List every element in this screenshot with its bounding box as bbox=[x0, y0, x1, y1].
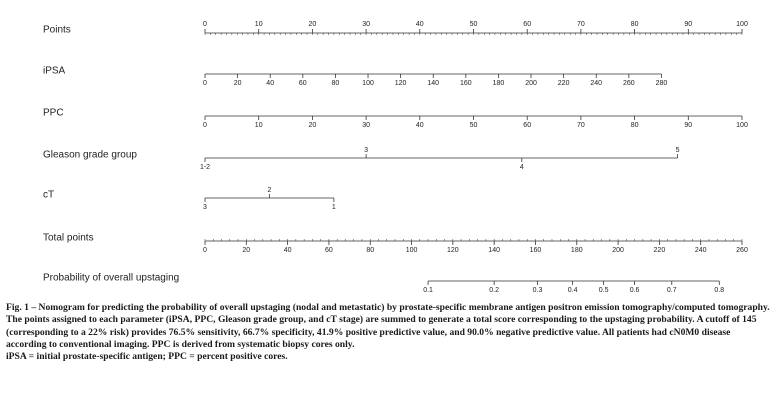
tick-label: 60 bbox=[523, 122, 531, 129]
tick-label: 20 bbox=[242, 247, 250, 254]
row-label: Points bbox=[43, 25, 71, 36]
row-label: iPSA bbox=[43, 66, 66, 77]
tick-label: 200 bbox=[612, 247, 624, 254]
tick-label: 180 bbox=[493, 80, 505, 87]
tick-label: 260 bbox=[623, 80, 635, 87]
row-label: Probability of overall upstaging bbox=[43, 273, 179, 284]
tick-label: 50 bbox=[470, 21, 478, 28]
tick-label: 0.6 bbox=[630, 287, 640, 294]
tick-label: 30 bbox=[362, 122, 370, 129]
row-points: Points 0 10 20 30 40 50 60 70 80 90 100 bbox=[43, 21, 748, 36]
category-label: 1 bbox=[332, 204, 336, 211]
tick-label: 240 bbox=[590, 80, 602, 87]
tick-label: 0 bbox=[203, 247, 207, 254]
row-ct: cT 3 2 1 bbox=[43, 187, 336, 211]
tick-label: 0 bbox=[203, 21, 207, 28]
tick-label: 40 bbox=[266, 80, 274, 87]
tick-label: 90 bbox=[684, 21, 692, 28]
tick-label: 70 bbox=[577, 122, 585, 129]
tick-label: 0.8 bbox=[714, 287, 724, 294]
tick-label: 60 bbox=[325, 247, 333, 254]
tick-label: 60 bbox=[299, 80, 307, 87]
tick-label: 80 bbox=[631, 21, 639, 28]
row-label: PPC bbox=[43, 108, 64, 119]
tick-label: 0.1 bbox=[423, 287, 433, 294]
tick-label: 0 bbox=[203, 122, 207, 129]
category-label: 3 bbox=[203, 204, 207, 211]
tick-label: 0.3 bbox=[533, 287, 543, 294]
tick-label: 240 bbox=[695, 247, 707, 254]
row-ppc: PPC 0 10 20 30 40 50 60 70 80 90 100 bbox=[43, 108, 748, 130]
tick-label: 10 bbox=[255, 21, 263, 28]
tick-label: 80 bbox=[332, 80, 340, 87]
tick-label: 100 bbox=[406, 247, 418, 254]
tick-label: 0.7 bbox=[667, 287, 677, 294]
tick-label: 80 bbox=[366, 247, 374, 254]
row-label: Gleason grade group bbox=[43, 150, 137, 161]
row-total-points: Total points 0 20 40 60 80 100 120 140 160 180 200 2… bbox=[43, 233, 748, 255]
category-label: 2 bbox=[267, 187, 271, 194]
tick-label: 0 bbox=[203, 80, 207, 87]
tick-label: 220 bbox=[558, 80, 570, 87]
tick-label: 20 bbox=[234, 80, 242, 87]
tick-label: 20 bbox=[309, 21, 317, 28]
caption-heading: Fig. 1 – Nomogram for predicting the pro… bbox=[6, 302, 770, 350]
tick-label: 180 bbox=[571, 247, 583, 254]
tick-label: 100 bbox=[736, 122, 748, 129]
tick-label: 140 bbox=[488, 247, 500, 254]
category-label: 5 bbox=[676, 147, 680, 154]
row-label: cT bbox=[43, 190, 54, 201]
tick-label: 200 bbox=[525, 80, 537, 87]
tick-label: 20 bbox=[309, 122, 317, 129]
row-ipsa: iPSA 0 20 40 60 80 100 120 140 160 180 200 220 240 260… bbox=[43, 66, 667, 88]
tick-label: 120 bbox=[447, 247, 459, 254]
tick-label: 40 bbox=[284, 247, 292, 254]
tick-label: 100 bbox=[362, 80, 374, 87]
tick-label: 80 bbox=[631, 122, 639, 129]
tick-label: 70 bbox=[577, 21, 585, 28]
tick-label: 40 bbox=[416, 21, 424, 28]
tick-label: 160 bbox=[530, 247, 542, 254]
tick-label: 160 bbox=[460, 80, 472, 87]
category-label: 1-2 bbox=[200, 164, 210, 171]
tick-label: 40 bbox=[416, 122, 424, 129]
category-label: 4 bbox=[520, 164, 524, 171]
tick-label: 90 bbox=[684, 122, 692, 129]
tick-label: 220 bbox=[654, 247, 666, 254]
tick-label: 60 bbox=[523, 21, 531, 28]
row-probability-of-overall-upstaging: Probability of overall upstaging 0.1 0.2 0.… bbox=[43, 273, 724, 295]
caption-abbreviations: iPSA = initial prostate-specific antigen… bbox=[6, 351, 288, 363]
tick-label: 0.4 bbox=[568, 287, 578, 294]
tick-label: 120 bbox=[395, 80, 407, 87]
tick-label: 100 bbox=[736, 21, 748, 28]
tick-label: 0.5 bbox=[599, 287, 609, 294]
figure-caption: Fig. 1 – Nomogram for predicting the pro… bbox=[6, 302, 772, 363]
tick-label: 280 bbox=[656, 80, 668, 87]
tick-label: 140 bbox=[427, 80, 439, 87]
row-gleason-grade-group: Gleason grade group 1-2 3 4 5 bbox=[43, 147, 680, 171]
tick-label: 0.2 bbox=[489, 287, 499, 294]
tick-label: 50 bbox=[470, 122, 478, 129]
tick-label: 10 bbox=[255, 122, 263, 129]
tick-label: 30 bbox=[362, 21, 370, 28]
category-label: 3 bbox=[364, 147, 368, 154]
row-label: Total points bbox=[43, 233, 94, 244]
tick-label: 260 bbox=[736, 247, 748, 254]
